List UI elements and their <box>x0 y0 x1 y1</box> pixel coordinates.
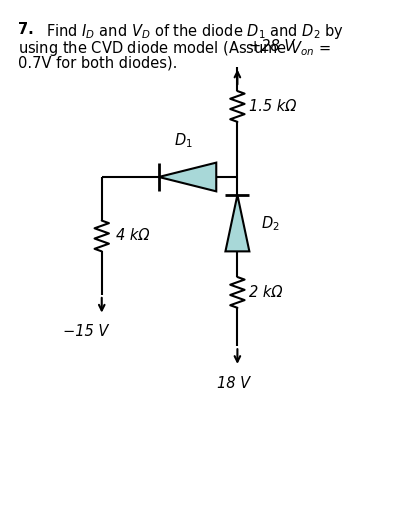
Text: $D_1$: $D_1$ <box>174 131 193 150</box>
Polygon shape <box>159 163 216 191</box>
Text: $D_2$: $D_2$ <box>261 214 280 232</box>
Text: −15 V: −15 V <box>63 324 109 339</box>
Text: 0.7V for both diodes).: 0.7V for both diodes). <box>18 56 177 71</box>
Text: 4 kΩ: 4 kΩ <box>116 228 149 244</box>
Text: using the CVD diode model (Assume $V_{on}$ =: using the CVD diode model (Assume $V_{on… <box>18 39 331 58</box>
Polygon shape <box>225 195 249 251</box>
Text: 18 V: 18 V <box>217 376 250 390</box>
Text: +28 V: +28 V <box>249 39 295 54</box>
Text: Find $I_D$ and $V_D$ of the diode $D_1$ and $D_2$ by: Find $I_D$ and $V_D$ of the diode $D_1$ … <box>46 22 344 41</box>
Text: 2 kΩ: 2 kΩ <box>249 285 283 300</box>
Text: 7.: 7. <box>18 22 34 37</box>
Text: 1.5 kΩ: 1.5 kΩ <box>249 99 297 114</box>
